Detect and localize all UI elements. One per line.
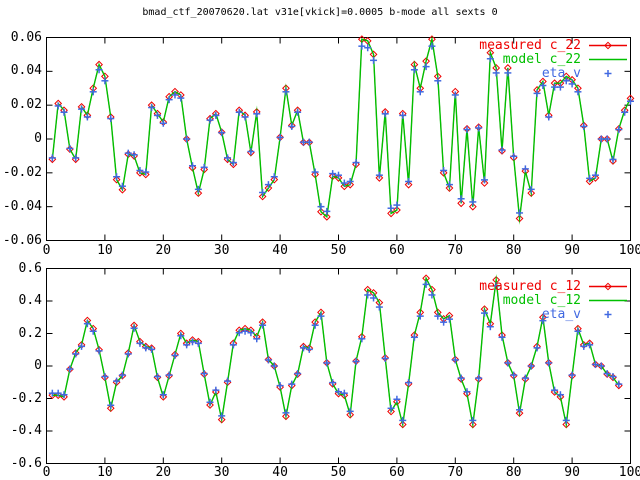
x-tick-label: 10 — [97, 465, 113, 480]
legend-sample-diamond — [589, 282, 627, 290]
x-tick-label: 30 — [213, 465, 230, 480]
y-tick-label: -0.6 — [10, 455, 42, 471]
y-tick-label: 0.4 — [18, 293, 42, 308]
x-tick-label: 10 — [97, 243, 113, 258]
x-tick-label: 100 — [618, 243, 640, 258]
x-tick-label: 70 — [447, 465, 464, 480]
x-tick-label: 40 — [272, 243, 288, 258]
x-tick-label: 30 — [213, 243, 230, 258]
x-tick-label: 80 — [505, 243, 522, 258]
x-tick-label: 90 — [564, 243, 580, 258]
x-tick-label: 60 — [389, 465, 405, 480]
legend-label: eta_v — [541, 65, 581, 81]
legend-label: measured c_12 — [479, 278, 581, 294]
legend-entry-eta-v: eta_v — [542, 307, 628, 321]
legend-label: measured c_22 — [479, 37, 581, 53]
y-tick-label: 0 — [34, 358, 42, 373]
legend-entry-measured-c-12: measured c_12 — [479, 279, 628, 293]
y-tick-label: -0.06 — [2, 232, 42, 248]
legend-entry-eta-v: eta_v — [542, 66, 628, 80]
y-tick-label: 0.6 — [18, 260, 42, 276]
y-tick-label: 0.2 — [18, 325, 42, 341]
x-tick-label: 70 — [447, 243, 464, 258]
x-tick-label: 20 — [155, 465, 172, 480]
x-tick-label: 40 — [272, 465, 288, 480]
chart-title: bmad_ctf_20070620.lat v31e[vkick]=0.0005… — [142, 7, 498, 18]
legend-sample-plus — [604, 310, 612, 318]
x-tick-label: 100 — [618, 465, 640, 480]
y-tick-label: -0.02 — [2, 164, 42, 180]
legend-sample-line — [589, 58, 627, 60]
legend-entry-model-c-22: model c_22 — [503, 52, 628, 66]
y-tick-label: 0.04 — [10, 63, 42, 79]
legend-sample-line — [589, 299, 627, 301]
y-tick-label: -0.4 — [10, 423, 42, 438]
x-tick-label: 50 — [330, 465, 347, 480]
legend-sample-plus — [604, 69, 612, 77]
x-tick-label: 60 — [389, 243, 405, 258]
legend-sample-diamond — [589, 41, 627, 49]
y-tick-label: 0 — [34, 131, 42, 146]
x-tick-label: 50 — [330, 243, 347, 258]
x-tick-label: 20 — [155, 243, 172, 258]
legend-entry-measured-c-22: measured c_22 — [479, 38, 628, 52]
x-tick-label: 80 — [505, 465, 522, 480]
y-tick-label: -0.04 — [2, 198, 42, 214]
legend-label: model c_12 — [502, 292, 581, 308]
legend-label: eta_v — [541, 306, 581, 322]
x-tick-label: 0 — [42, 243, 51, 258]
y-tick-label: -0.2 — [10, 390, 42, 406]
legend-label: model c_22 — [502, 51, 581, 67]
x-tick-label: 90 — [564, 465, 580, 480]
y-tick-label: 0.06 — [10, 29, 42, 45]
legend-entry-model-c-12: model c_12 — [503, 293, 628, 307]
y-tick-label: 0.02 — [10, 97, 42, 113]
x-tick-label: 0 — [42, 465, 51, 480]
